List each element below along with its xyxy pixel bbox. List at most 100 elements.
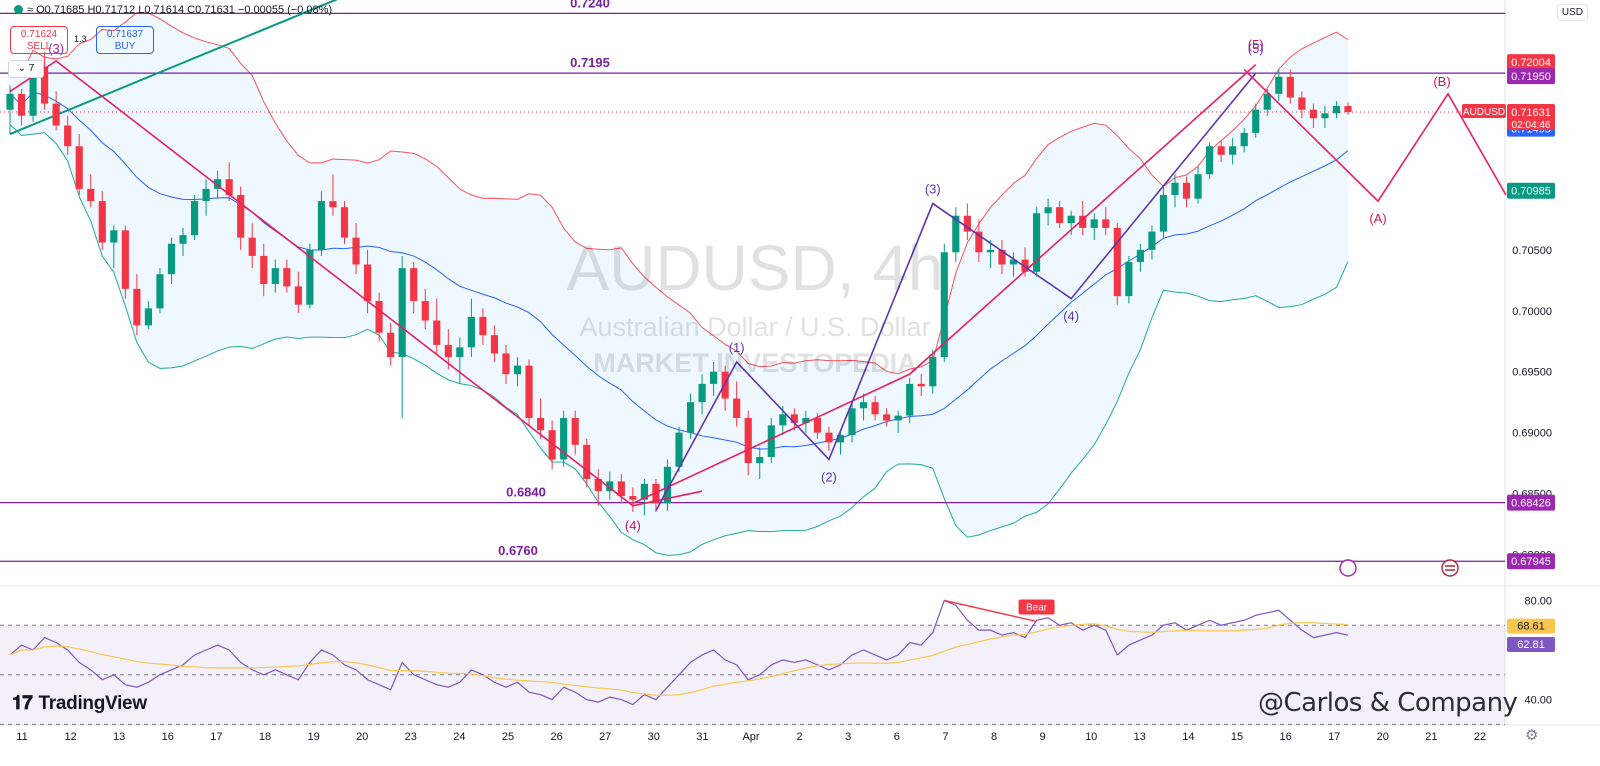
candle [87,188,95,202]
candle [1182,182,1191,199]
wave-line-impulse [655,72,1257,512]
candle [929,357,937,387]
candle [940,252,948,358]
candle [1009,259,1018,265]
candle [317,201,326,250]
candle [560,418,568,460]
candle [502,353,510,375]
ohlc-values: O0.71685 H0.71712 L0.71614 C0.71631 −0.0… [36,4,333,16]
wave-label: (5) [1248,37,1264,52]
tradingview-logo: 𝟏𝟕 TradingView [12,693,147,714]
candle [202,188,210,202]
candle [375,301,383,333]
candle [756,457,764,464]
wave-label: (5) [1248,41,1264,56]
candle [110,230,118,243]
candle [859,402,868,409]
candle [64,125,72,147]
candle [1079,215,1087,228]
candle [686,402,695,433]
candle [1252,109,1260,133]
candle [179,235,187,244]
candle [1171,182,1179,195]
candle [1321,113,1329,119]
tradingview-logo-icon: 𝟏𝟕 [12,693,33,714]
candle [1102,219,1110,228]
time-tick-label: 17 [210,731,222,743]
candle [17,93,26,116]
current-price-box [1507,104,1555,131]
time-tick-label: 25 [502,731,514,743]
candle [986,249,995,253]
candle [167,243,176,275]
current-price-text: 0.71631 [1511,107,1551,119]
time-tick-label: 31 [696,731,708,743]
time-tick-label: 22 [1474,731,1486,743]
candle [1332,106,1341,114]
time-tick-label: 18 [259,731,271,743]
candle [248,237,256,256]
candle [121,230,129,289]
time-tick-label: 13 [1134,731,1146,743]
rsi-value-box [1507,637,1555,653]
rsi-tick-label: 80.00 [1524,595,1552,607]
candle [52,103,60,126]
time-tick-label: Apr [742,731,759,743]
time-tick-label: 13 [113,731,125,743]
candle [629,496,637,500]
watermark-overlay: MARKET INVESTOPEDIA [593,348,917,378]
symbol-tag-text: AUDUSD [1463,107,1505,118]
rsi-value-text: 62.81 [1517,639,1545,651]
candle [133,288,141,326]
candle [387,332,395,358]
candle [1275,76,1283,94]
price-label-box [1507,68,1555,85]
candle [583,444,591,479]
candle [813,418,821,433]
wave-label: (3) [925,182,941,197]
time-tick-label: 15 [1231,731,1243,743]
wave-label: (B) [1433,74,1450,89]
candle [1309,109,1317,119]
price-label-text: 0.71950 [1511,71,1551,83]
candle [836,435,845,443]
time-tick-label: 21 [1425,731,1437,743]
candle [467,316,475,348]
wave-label: (3) [48,41,64,56]
price-label-text: 0.68426 [1511,498,1551,510]
time-tick-label: 19 [307,731,319,743]
channel-line [632,63,1257,505]
price-tick-label: 0.69000 [1512,428,1552,440]
candle [571,418,579,445]
candle [825,432,833,443]
market-status-icon [14,5,23,14]
time-tick-label: 16 [162,731,174,743]
currency-selector[interactable]: USD [1556,4,1588,21]
price-label-box [1507,182,1555,199]
candle [340,207,349,238]
bollinger-upper [9,11,1349,375]
candle [398,268,406,358]
time-tick-label: 9 [1040,731,1046,743]
price-tick-label: 0.69500 [1512,367,1552,379]
candle [190,201,199,236]
candle [1136,249,1144,263]
sell-button[interactable]: 0.71624 SELL [10,26,68,54]
collapse-indicators-button[interactable]: ⌄ 7 [8,60,44,78]
candle [421,301,429,321]
buy-button[interactable]: 0.71637 BUY [96,26,154,54]
candle [144,308,152,326]
candle [906,383,914,416]
rsi-line [9,599,1349,706]
price-label-text: 0.72004 [1511,57,1551,69]
candle [237,195,245,238]
candle [1206,146,1214,175]
rsi-value-text: 68.61 [1517,621,1545,633]
candle [260,255,268,284]
rsi-tick-label: 40.00 [1524,695,1552,707]
candle [156,274,164,309]
watermark-symbol: AUDUSD, 4h [567,232,944,304]
gear-icon[interactable]: ⚙ [1525,727,1539,744]
